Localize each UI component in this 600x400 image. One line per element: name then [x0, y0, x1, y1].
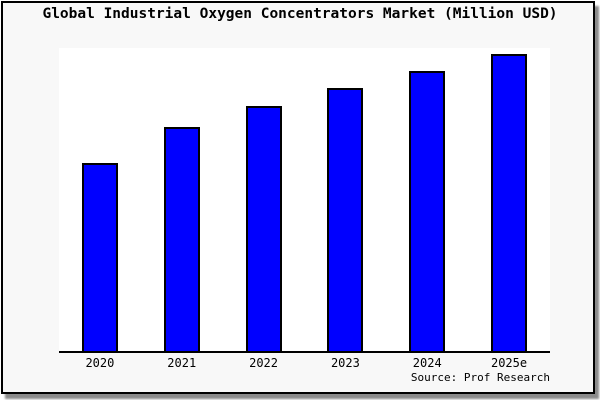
plot-area [59, 48, 550, 353]
bar-cell-2024 [386, 48, 468, 351]
x-tick-label-2023: 2023 [330, 356, 360, 370]
source-credit: Source: Prof Research [410, 371, 550, 384]
x-tick-label-2024: 2024 [412, 356, 442, 370]
bar-2020 [81, 162, 118, 351]
bar-2021 [163, 126, 200, 351]
chart-title: Global Industrial Oxygen Concentrators M… [42, 6, 558, 22]
x-tick-label-2021: 2021 [167, 356, 197, 370]
x-tick-label-2020: 2020 [85, 356, 115, 370]
bar-cell-2022 [223, 48, 305, 351]
bar-2024 [409, 70, 446, 351]
x-axis-ticks: 2020 2021 2022 2023 2024 2025e [59, 356, 550, 370]
bar-cell-2021 [141, 48, 223, 351]
x-tick-label-2025e: 2025e [490, 356, 528, 370]
bar-2025e [491, 53, 528, 351]
bar-2023 [327, 87, 364, 351]
bar-cell-2020 [59, 48, 141, 351]
x-tick-label-2022: 2022 [249, 356, 279, 370]
bar-2022 [245, 105, 282, 351]
bar-cell-2023 [304, 48, 386, 351]
bar-cell-2025e [468, 48, 550, 351]
